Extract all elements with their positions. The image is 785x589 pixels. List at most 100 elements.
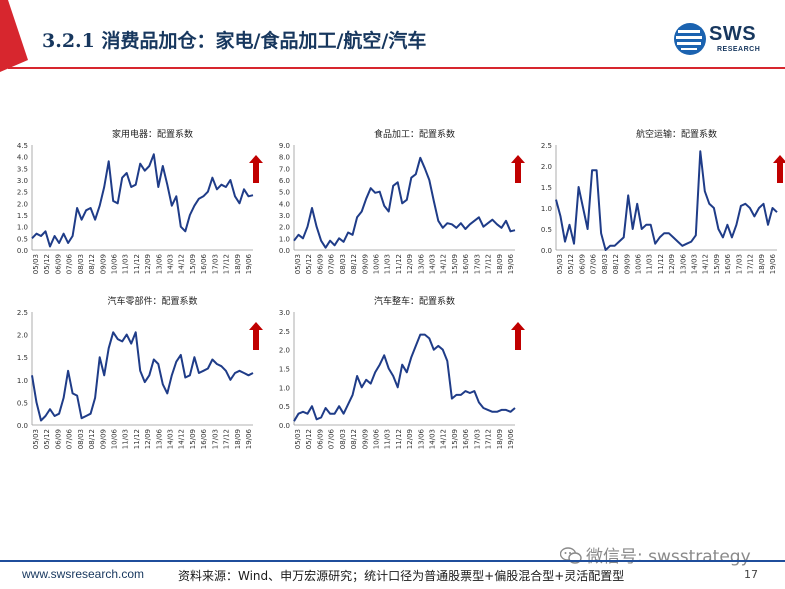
x-tick-label: 11/12 xyxy=(395,254,403,274)
footer-url[interactable]: www.swsresearch.com xyxy=(22,567,145,581)
x-tick-label: 19/06 xyxy=(245,428,253,449)
x-tick-label: 08/12 xyxy=(350,429,358,449)
series-line xyxy=(293,156,516,249)
x-tick-label: 08/12 xyxy=(88,429,96,449)
x-tick-label: 05/12 xyxy=(43,429,51,449)
y-tick-label: 2.0 xyxy=(17,200,28,208)
x-tick-label: 18/09 xyxy=(234,429,242,449)
y-tick-label: 3.5 xyxy=(17,165,28,173)
x-tick-label: 08/03 xyxy=(339,429,347,449)
x-tick-label: 19/06 xyxy=(507,428,515,449)
x-tick-label: 05/03 xyxy=(294,254,302,274)
x-tick-label: 11/03 xyxy=(122,429,130,449)
y-tick-label: 2.0 xyxy=(17,332,28,340)
x-tick-label: 11/12 xyxy=(395,429,403,449)
y-tick-label: 0.5 xyxy=(279,403,290,411)
x-tick-label: 07/06 xyxy=(66,428,74,449)
x-tick-label: 18/09 xyxy=(496,254,504,274)
x-tick-label: 13/06 xyxy=(155,428,163,449)
x-tick-label: 15/09 xyxy=(451,254,459,274)
x-tick-label: 11/03 xyxy=(646,254,654,274)
x-tick-label: 10/06 xyxy=(372,428,380,449)
x-tick-label: 05/03 xyxy=(32,254,40,274)
x-tick-label: 16/06 xyxy=(462,428,470,449)
x-tick-label: 12/09 xyxy=(406,429,414,449)
y-tick-label: 2.5 xyxy=(17,189,28,197)
header-decoration xyxy=(0,0,785,72)
chart-title: 汽车整车：配置系数 xyxy=(374,295,455,307)
y-tick-label: 9.0 xyxy=(279,142,290,150)
y-tick-label: 1.0 xyxy=(279,384,290,392)
logo-text: SWS xyxy=(709,23,757,45)
x-tick-label: 13/06 xyxy=(417,253,425,274)
x-tick-label: 06/09 xyxy=(54,429,62,449)
up-arrow-icon xyxy=(511,155,525,183)
x-tick-label: 05/12 xyxy=(43,254,51,274)
y-tick-label: 0.0 xyxy=(279,422,290,430)
x-tick-label: 08/12 xyxy=(612,254,620,274)
x-tick-label: 08/12 xyxy=(350,254,358,274)
x-tick-label: 07/06 xyxy=(328,428,336,449)
y-tick-label: 2.0 xyxy=(541,163,552,171)
x-tick-label: 19/06 xyxy=(769,253,777,274)
y-tick-label: 4.0 xyxy=(279,200,290,208)
x-tick-label: 09/09 xyxy=(99,429,107,449)
x-tick-label: 10/06 xyxy=(372,253,380,274)
x-tick-label: 12/09 xyxy=(144,429,152,449)
x-tick-label: 14/03 xyxy=(429,429,437,449)
y-tick-label: 1.0 xyxy=(17,377,28,385)
y-tick-label: 1.0 xyxy=(279,235,290,243)
x-tick-label: 06/09 xyxy=(316,254,324,274)
chart-title: 汽车零部件：配置系数 xyxy=(107,295,197,307)
x-tick-label: 17/03 xyxy=(473,429,481,449)
chart-home-appliances: 家用电器：配置系数 0.0 0.5 1.0 1.5 2.0 2.5 3.0 3.5 4.0 4.5 0… xyxy=(17,128,263,274)
x-tick-label: 11/03 xyxy=(122,254,130,274)
y-tick-label: 4.0 xyxy=(17,154,28,162)
x-tick-label: 08/03 xyxy=(601,254,609,274)
x-tick-label: 13/06 xyxy=(155,253,163,274)
chart-automobiles: 汽车整车：配置系数 0.0 0.5 1.0 1.5 2.0 2.5 3.0 05/03 05/12… xyxy=(279,295,525,449)
y-tick-label: 1.5 xyxy=(541,184,552,192)
x-tick-label: 10/06 xyxy=(634,253,642,274)
x-tick-label: 11/12 xyxy=(657,254,665,274)
x-tick-label: 11/12 xyxy=(133,254,141,274)
x-tick-label: 07/06 xyxy=(66,253,74,274)
chart-auto-parts: 汽车零部件：配置系数 0.0 0.5 1.0 1.5 2.0 2.5 05/03 05/12 06… xyxy=(17,295,263,449)
slide-header: 3.2.1 消费品加仓：家电/食品加工/航空/汽车 SWS RESEARCH xyxy=(0,0,785,72)
series-line xyxy=(293,333,516,422)
x-tick-label: 11/03 xyxy=(384,254,392,274)
x-tick-label: 14/12 xyxy=(440,254,448,274)
wechat-watermark: 微信号: swsstrategy xyxy=(560,542,751,567)
y-tick-label: 6.0 xyxy=(279,177,290,185)
series-line xyxy=(31,331,254,422)
y-tick-label: 3.0 xyxy=(17,177,28,185)
y-tick-label: 0.5 xyxy=(541,226,552,234)
y-tick-label: 2.5 xyxy=(541,142,552,150)
x-tick-label: 17/03 xyxy=(211,254,219,274)
x-tick-label: 14/03 xyxy=(429,254,437,274)
y-tick-label: 2.5 xyxy=(17,309,28,317)
x-tick-label: 07/06 xyxy=(328,253,336,274)
x-tick-label: 18/09 xyxy=(234,254,242,274)
x-tick-label: 05/03 xyxy=(294,429,302,449)
x-tick-label: 12/09 xyxy=(406,254,414,274)
chart-title: 家用电器：配置系数 xyxy=(112,128,193,140)
y-tick-label: 1.5 xyxy=(17,354,28,362)
x-tick-label: 17/03 xyxy=(473,254,481,274)
x-tick-label: 15/09 xyxy=(189,254,197,274)
x-tick-label: 17/12 xyxy=(485,254,493,274)
y-tick-label: 3.0 xyxy=(279,212,290,220)
wechat-id: 微信号: swsstrategy xyxy=(586,547,751,567)
x-tick-label: 14/03 xyxy=(167,254,175,274)
x-tick-label: 17/12 xyxy=(485,429,493,449)
series-line xyxy=(555,150,778,251)
x-tick-label: 05/12 xyxy=(305,429,313,449)
y-tick-label: 7.0 xyxy=(279,165,290,173)
x-tick-label: 14/12 xyxy=(178,429,186,449)
x-tick-label: 09/09 xyxy=(361,429,369,449)
y-tick-label: 0.5 xyxy=(17,399,28,407)
x-tick-label: 14/03 xyxy=(167,429,175,449)
x-tick-label: 16/06 xyxy=(724,253,732,274)
y-tick-label: 1.0 xyxy=(541,205,552,213)
x-tick-label: 07/06 xyxy=(590,253,598,274)
